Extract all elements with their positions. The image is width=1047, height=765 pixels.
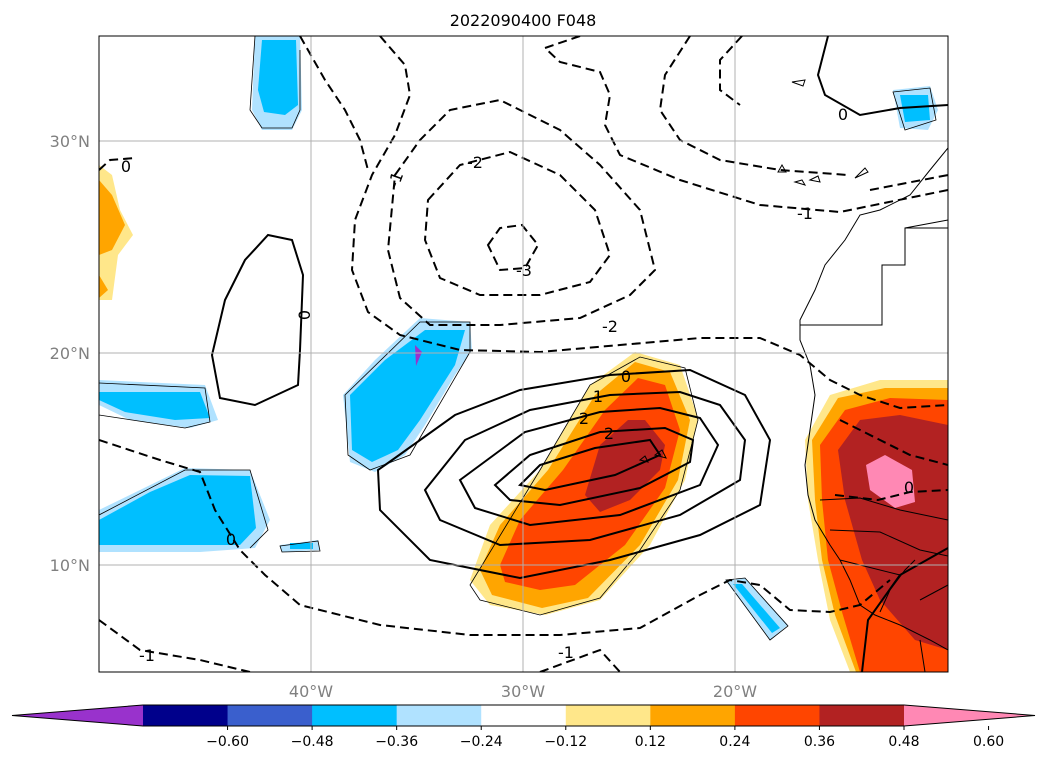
lat-label: 30°N bbox=[50, 132, 90, 151]
colorbar-tick-label: −0.12 bbox=[544, 734, 587, 750]
lon-label: 30°W bbox=[501, 682, 545, 701]
colorbar-segment bbox=[819, 705, 905, 726]
colorbar-tick-label: −0.24 bbox=[460, 734, 503, 750]
contour-label: -3 bbox=[516, 261, 532, 280]
contour-label: 0 bbox=[121, 157, 131, 176]
contour-label: -1 bbox=[384, 169, 407, 190]
shading-outlines bbox=[99, 36, 937, 641]
solid-contours bbox=[210, 36, 948, 672]
colorbar-extend-low bbox=[12, 705, 143, 726]
colorbar-tick-label: −0.36 bbox=[375, 734, 418, 750]
contour-label: 0 bbox=[904, 478, 914, 497]
map-title: 2022090400 F048 bbox=[450, 11, 597, 30]
lon-label: 20°W bbox=[713, 682, 757, 701]
gridlines bbox=[99, 36, 948, 672]
lat-label: 20°N bbox=[50, 344, 90, 363]
colorbar-extend-high bbox=[904, 705, 1035, 726]
contour-label: 1 bbox=[593, 387, 603, 406]
colorbar-segment bbox=[650, 705, 736, 726]
contour-label: -1 bbox=[558, 643, 574, 662]
contour-label: 2 bbox=[604, 424, 614, 443]
latitude-labels: 30°N 20°N 10°N bbox=[50, 132, 90, 575]
colorbar-tick-label: 0.60 bbox=[973, 734, 1004, 750]
colorbar-segment bbox=[312, 705, 398, 726]
contour-label: -1 bbox=[139, 646, 155, 665]
colorbar-segment bbox=[143, 705, 229, 726]
colorbar-segment bbox=[227, 705, 313, 726]
colorbar-outline bbox=[11, 704, 1036, 727]
contour-label: 0 bbox=[621, 367, 631, 386]
contour-label: -2 bbox=[602, 317, 618, 336]
contour-label: 2 bbox=[579, 409, 589, 428]
lat-label: 10°N bbox=[50, 556, 90, 575]
dashed-contours bbox=[99, 36, 948, 672]
colorbar-segment bbox=[734, 705, 820, 726]
colorbar-segment bbox=[565, 705, 651, 726]
colorbar-tick-label: −0.60 bbox=[206, 734, 249, 750]
positive-anomaly-shading bbox=[99, 165, 948, 672]
colorbar-tick-label: 0.12 bbox=[635, 734, 666, 750]
map-frame bbox=[98, 35, 949, 673]
contour-labels: 0 0 0 0 0 0 -1 -1 -1 -1 -2 -2 -3 1 2 2 bbox=[121, 105, 914, 665]
contour-label: -1 bbox=[797, 204, 813, 223]
negative-anomaly-shading bbox=[99, 36, 938, 640]
contour-label: -2 bbox=[467, 153, 483, 172]
map-content: 0 0 0 0 0 0 -1 -1 -1 -1 -2 -2 -3 1 2 2 bbox=[99, 36, 948, 672]
longitude-labels: 40°W 30°W 20°W bbox=[289, 682, 757, 701]
contour-label: 0 bbox=[226, 530, 236, 549]
colorbar: −0.60 −0.48 −0.36 −0.24 −0.12 0.12 0.24 0.36 0.4… bbox=[11, 704, 1036, 750]
colorbar-tick-label: −0.48 bbox=[291, 734, 334, 750]
colorbar-tick-label: 0.36 bbox=[804, 734, 835, 750]
colorbar-segment bbox=[481, 705, 567, 726]
lon-label: 40°W bbox=[289, 682, 333, 701]
contour-label: 0 bbox=[838, 105, 848, 124]
colorbar-tick-label: 0.24 bbox=[719, 734, 750, 750]
colorbar-tick-label: 0.48 bbox=[888, 734, 919, 750]
colorbar-segment bbox=[396, 705, 482, 726]
contour-label: 0 bbox=[295, 310, 314, 320]
